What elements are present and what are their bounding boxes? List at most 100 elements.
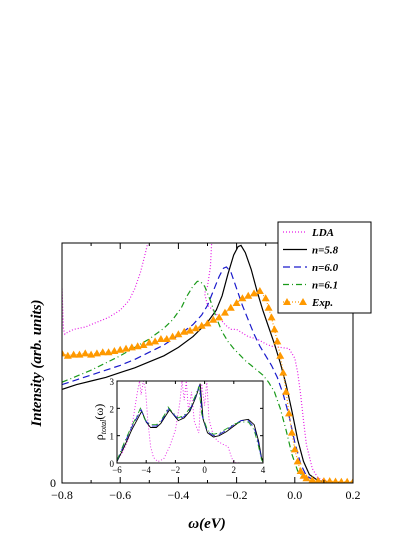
- main-exp-point-54: [332, 477, 339, 483]
- main-exp-point-33: [250, 289, 259, 297]
- main-exp-point-44: [287, 428, 296, 436]
- main-exp-point-49: [302, 474, 311, 482]
- inset-x-tick-label-0: −6: [112, 465, 122, 475]
- main-series-n-5-8-line-2: [62, 244, 353, 483]
- main-exp-point-53: [326, 477, 334, 483]
- main-exp-point-8: [104, 348, 113, 356]
- main-series-n-6-0-line-3: [62, 266, 353, 483]
- legend-label-n-6-1: n=6.1: [312, 280, 338, 292]
- inset-plot-frame: [116, 380, 264, 464]
- main-exp-point-32: [244, 291, 253, 299]
- main-exp-point-38: [270, 325, 279, 333]
- main-exp-point-35: [261, 294, 270, 302]
- main-exp-point-42: [282, 387, 291, 395]
- main-exp-point-3: [75, 350, 84, 358]
- svg-text:ρtotal(ω): ρtotal(ω): [92, 404, 108, 441]
- inset-y-label-symbol: ρ: [92, 434, 106, 440]
- x-axis-label: ω(eV): [188, 516, 226, 532]
- inset-plot-ticks: −6 −4 −2 0 2 4 0 1 2 3: [110, 377, 266, 475]
- main-series-lda-line-0: [62, 243, 149, 336]
- main-exp-point-9: [110, 347, 119, 354]
- main-x-tick-label-2: −0.4: [168, 488, 190, 502]
- main-x-tick-label-1: −0.6: [109, 488, 131, 502]
- legend-label-exp: Exp.: [311, 297, 333, 309]
- main-exp-point-55: [338, 477, 345, 483]
- main-exp-point-43: [284, 409, 293, 417]
- main-exp-point-0: [62, 349, 66, 357]
- inset-x-tick-label-4: 2: [232, 465, 237, 475]
- inset-y-label-subscript: total: [99, 419, 108, 434]
- inset-background: [117, 381, 263, 463]
- main-exp-point-56: [344, 477, 351, 483]
- main-y-tick-label-0: 0: [50, 476, 56, 490]
- main-exp-point-30: [232, 299, 241, 306]
- main-exp-point-7: [98, 348, 107, 356]
- main-exp-point-21: [180, 327, 189, 335]
- main-x-tick-label-0: −0.8: [51, 488, 73, 502]
- legend-box: [277, 221, 372, 314]
- main-exp-point-12: [127, 343, 136, 351]
- main-exp-point-19: [168, 332, 177, 340]
- legend-marker-exp-1: [299, 298, 307, 305]
- main-series-n-6-1-line-4: [62, 280, 353, 483]
- legend-marker-exp-0: [283, 298, 291, 305]
- main-exp-point-24: [197, 321, 206, 329]
- legend: LDA n=5.8 n=6.0 n=6.1 Exp.: [283, 227, 339, 309]
- main-exp-point-40: [276, 351, 285, 359]
- main-exp-point-39: [273, 337, 282, 345]
- main-exp-point-46: [293, 457, 302, 465]
- main-plot-ticks: −0.8 −0.6 −0.4 −0.2 0.0 0.2 0: [50, 243, 361, 502]
- main-series-lda-line-1: [203, 243, 353, 483]
- main-exp-point-17: [156, 335, 165, 342]
- inset-y-label-argument: (ω): [92, 404, 106, 420]
- main-x-tick-label-5: 0.2: [346, 488, 361, 502]
- inset-series-lda-line-0: [117, 381, 263, 463]
- main-plot-series: [62, 243, 353, 483]
- main-exp-point-37: [267, 313, 276, 321]
- inset-y-tick-label-0: 0: [110, 459, 115, 469]
- main-exp-point-41: [279, 368, 288, 376]
- main-exp-point-5: [87, 350, 96, 358]
- inset-x-tick-label-5: 4: [261, 465, 266, 475]
- main-exp-point-15: [145, 338, 154, 346]
- main-exp-point-4: [81, 349, 90, 357]
- main-x-tick-label-3: −0.2: [226, 488, 248, 502]
- legend-label-lda: LDA: [311, 227, 334, 239]
- main-exp-point-14: [139, 341, 148, 348]
- main-exp-point-29: [226, 303, 235, 311]
- main-exp-point-31: [238, 294, 247, 302]
- inset-x-tick-label-1: −4: [141, 465, 151, 475]
- main-exp-point-16: [151, 337, 160, 345]
- inset-y-tick-label-1: 1: [110, 432, 115, 442]
- main-exp-point-47: [296, 467, 305, 474]
- inset-x-tick-label-3: 0: [202, 465, 207, 475]
- main-exp-point-36: [264, 303, 273, 311]
- main-exp-point-57: [350, 477, 353, 483]
- main-exp-point-11: [122, 344, 131, 352]
- main-x-tick-label-4: 0.0: [287, 488, 302, 502]
- main-exp-point-13: [133, 342, 142, 350]
- main-exp-point-50: [308, 476, 317, 483]
- main-exp-point-6: [92, 349, 101, 357]
- inset-y-tick-label-2: 2: [110, 404, 115, 414]
- inset-y-axis-label: ρtotal(ω): [92, 404, 108, 441]
- main-exp-point-23: [191, 324, 200, 332]
- y-axis-label: Intensity (arb. units): [29, 299, 45, 427]
- main-exp-point-51: [314, 476, 322, 483]
- main-exp-point-1: [63, 351, 72, 359]
- inset-series-n-6-1-line-3: [117, 386, 263, 463]
- main-exp-point-10: [116, 345, 125, 353]
- main-exp-point-22: [186, 326, 195, 334]
- main-exp-point-45: [290, 445, 299, 453]
- inset-y-tick-label-3: 3: [110, 377, 115, 387]
- legend-label-n-6-0: n=6.0: [312, 262, 339, 274]
- main-exp-point-27: [215, 313, 224, 321]
- main-exp-point-2: [69, 350, 78, 358]
- main-exp-point-34: [255, 287, 264, 294]
- legend-label-n-5-8: n=5.8: [312, 245, 339, 257]
- inset-plot-series: [117, 381, 263, 463]
- inset-series-n-6-0-line-2: [117, 384, 263, 463]
- inset-x-tick-label-2: −2: [171, 465, 181, 475]
- main-exp-point-20: [174, 330, 183, 338]
